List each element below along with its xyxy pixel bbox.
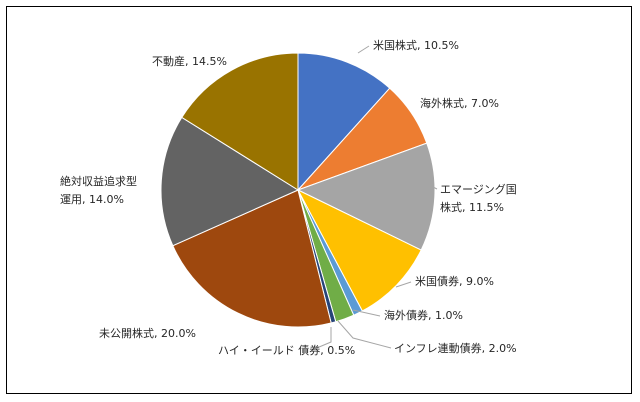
pie-slice bbox=[296, 188, 422, 312]
leader-line bbox=[357, 45, 370, 54]
pie-slice bbox=[181, 52, 299, 191]
data-label: 未公開株式, 20.0% bbox=[99, 326, 196, 340]
leader-line bbox=[337, 320, 392, 349]
pie-slice bbox=[172, 189, 332, 328]
leader-line bbox=[395, 281, 412, 288]
pie-chart: 米国株式, 10.5% 海外株式, 7.0% エマージング国株式, 11.5% 米国債… bbox=[60, 38, 517, 357]
leader-line bbox=[311, 327, 332, 351]
data-label: 米国債券, 9.0% bbox=[415, 274, 494, 288]
data-label: 絶対収益追求型運用, 14.0% bbox=[60, 174, 137, 206]
chart-frame: 米国株式, 10.5% 海外株式, 7.0% エマージング国株式, 11.5% 米国債… bbox=[6, 6, 632, 394]
leader-line bbox=[352, 309, 381, 317]
data-label: エマージング国株式, 11.5% bbox=[440, 182, 517, 214]
leader-line bbox=[432, 186, 438, 190]
data-label: 海外株式, 7.0% bbox=[420, 96, 499, 110]
data-label: ハイ・イールド 債券, 0.5% bbox=[218, 343, 355, 357]
data-label: 海外債券, 1.0% bbox=[384, 308, 463, 322]
pie-slice bbox=[297, 52, 391, 192]
pie-slice bbox=[160, 116, 300, 247]
data-label: インフレ連動債券, 2.0% bbox=[394, 341, 517, 355]
data-label: 不動産, 14.5% bbox=[152, 54, 227, 68]
data-label: 米国株式, 10.5% bbox=[373, 38, 459, 52]
pie-slice bbox=[296, 142, 436, 251]
